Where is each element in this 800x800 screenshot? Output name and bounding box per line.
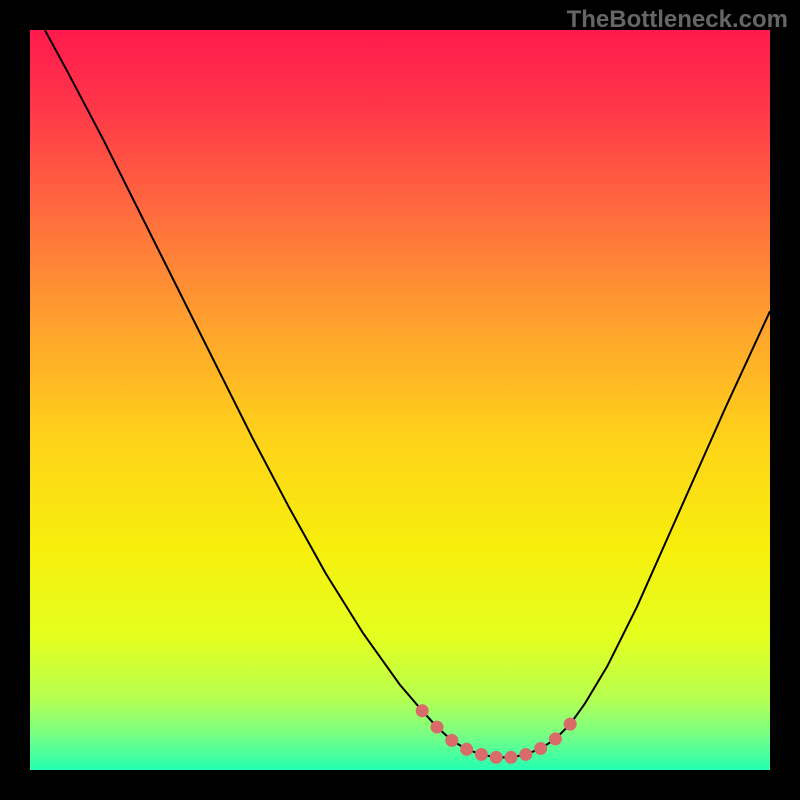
highlight-marker: [475, 748, 487, 760]
highlight-marker: [446, 734, 458, 746]
highlight-marker: [416, 705, 428, 717]
highlight-marker: [549, 733, 561, 745]
highlight-marker: [535, 743, 547, 755]
watermark-text: TheBottleneck.com: [567, 6, 788, 34]
chart-svg: [0, 0, 800, 800]
highlight-marker: [520, 748, 532, 760]
stage-root: TheBottleneck.com: [0, 0, 800, 800]
highlight-marker: [431, 721, 443, 733]
plot-background: [30, 30, 770, 770]
highlight-marker: [564, 718, 576, 730]
highlight-marker: [490, 751, 502, 763]
highlight-marker: [505, 751, 517, 763]
highlight-marker: [461, 743, 473, 755]
